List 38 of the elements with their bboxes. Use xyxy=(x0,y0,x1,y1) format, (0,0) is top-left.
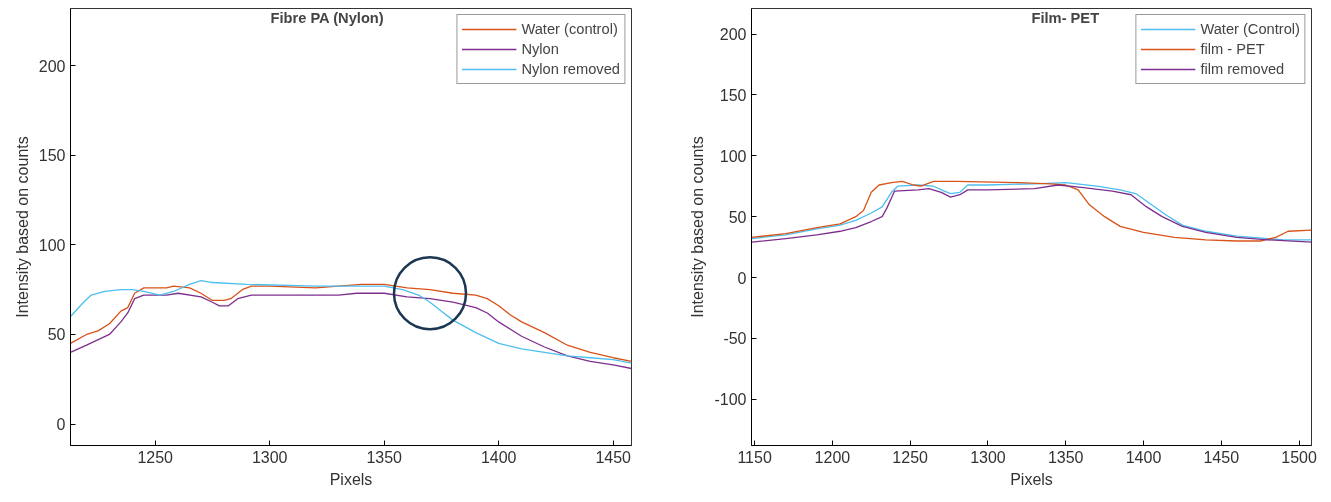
y-tick-label: 150 xyxy=(38,147,66,165)
x-tick-label: 1450 xyxy=(595,448,632,466)
x-axis-title: Pixels xyxy=(1010,470,1053,488)
y-axis-title: Intensity based on counts xyxy=(689,136,707,318)
x-tick-label: 1300 xyxy=(970,448,1006,466)
x-tick-label: 1400 xyxy=(1125,448,1162,466)
chart-title: Film- PET xyxy=(1031,9,1100,26)
legend-label: Water (Control) xyxy=(1200,21,1300,37)
y-tick-label: 0 xyxy=(56,416,66,434)
y-tick-label: 100 xyxy=(719,147,747,165)
y-axis-title: Intensity based on counts xyxy=(13,136,31,318)
x-tick-label: 1350 xyxy=(1047,448,1084,466)
y-tick-label: -50 xyxy=(723,330,747,348)
x-tick-label: 1250 xyxy=(137,448,174,466)
y-tick-label: 150 xyxy=(719,86,747,104)
legend-label: Water (control) xyxy=(521,21,618,37)
y-tick-label: 50 xyxy=(728,208,747,226)
line-series xyxy=(70,292,632,370)
x-tick-label: 1200 xyxy=(814,448,851,466)
legend-label: film - PET xyxy=(1200,41,1265,57)
legend-label: Nylon removed xyxy=(521,61,620,77)
y-tick-label: 200 xyxy=(719,26,747,44)
x-tick-label: 1350 xyxy=(366,448,403,466)
legend-label: Nylon xyxy=(521,41,559,57)
x-tick-label: 1400 xyxy=(480,448,517,466)
y-tick-label: -100 xyxy=(714,391,747,409)
x-tick-label: 1150 xyxy=(737,448,772,466)
x-axis-title: Pixels xyxy=(329,470,373,488)
x-tick-label: 1300 xyxy=(251,448,288,466)
y-tick-label: 50 xyxy=(47,326,66,344)
legend-label: film removed xyxy=(1200,61,1285,77)
x-tick-label: 1450 xyxy=(1203,448,1240,466)
y-tick-label: 100 xyxy=(38,236,66,254)
y-tick-label: 0 xyxy=(737,269,747,287)
x-tick-label: 1250 xyxy=(892,448,929,466)
x-tick-label: 1500 xyxy=(1281,448,1317,466)
y-tick-label: 200 xyxy=(38,57,66,75)
chart-title: Fibre PA (Nylon) xyxy=(270,9,384,26)
